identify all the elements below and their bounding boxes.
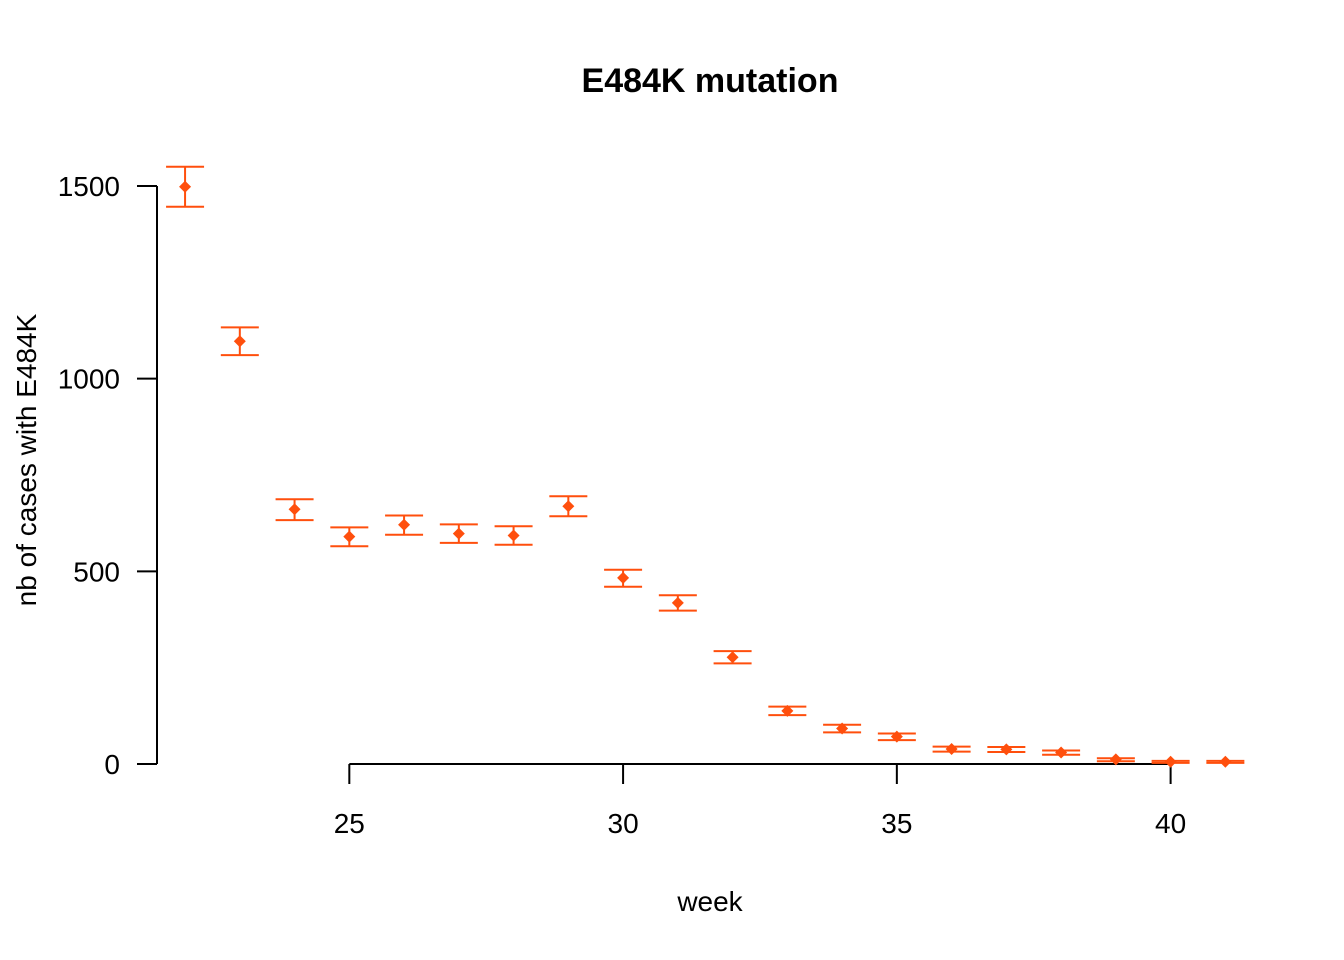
point-marker — [617, 572, 629, 584]
data-point — [823, 723, 861, 735]
y-axis: 0 500 1000 1500 — [58, 171, 157, 780]
point-marker — [727, 651, 739, 663]
data-point — [1152, 756, 1190, 768]
data-point — [604, 570, 642, 587]
data-point — [933, 743, 971, 755]
x-tick-label: 40 — [1155, 808, 1186, 839]
point-marker — [179, 181, 191, 193]
x-tick-label: 35 — [881, 808, 912, 839]
data-point — [1042, 746, 1080, 758]
point-marker — [1165, 756, 1177, 768]
point-marker — [1000, 743, 1012, 755]
y-tick-label: 500 — [73, 556, 120, 587]
point-marker — [508, 529, 520, 541]
point-marker — [453, 528, 465, 540]
chart-title: E484K mutation — [582, 62, 839, 100]
data-point — [330, 527, 368, 546]
x-axis-label: week — [676, 886, 743, 917]
point-marker — [1055, 746, 1067, 758]
x-tick-label: 25 — [334, 808, 365, 839]
data-point — [276, 499, 314, 520]
y-tick-label: 1500 — [58, 171, 120, 202]
y-axis-label: nb of cases with E484K — [11, 313, 42, 606]
point-marker — [398, 519, 410, 531]
data-point — [1206, 756, 1244, 768]
data-point — [768, 705, 806, 717]
data-point — [166, 167, 204, 207]
data-point — [659, 595, 697, 610]
point-marker — [1219, 756, 1231, 768]
data-point — [549, 496, 587, 516]
y-tick-label: 1000 — [58, 364, 120, 395]
data-points — [166, 167, 1244, 768]
data-point — [221, 327, 259, 355]
point-marker — [234, 335, 246, 347]
x-axis: 25 30 35 40 — [334, 764, 1186, 839]
point-marker — [343, 531, 355, 543]
data-point — [878, 731, 916, 743]
point-marker — [946, 743, 958, 755]
data-point — [714, 651, 752, 663]
data-point — [987, 743, 1025, 755]
data-point — [440, 524, 478, 542]
y-tick-label: 0 — [104, 749, 120, 780]
data-point — [385, 515, 423, 534]
data-point — [495, 526, 533, 544]
point-marker — [672, 597, 684, 609]
point-marker — [562, 500, 574, 512]
point-marker — [289, 503, 301, 515]
x-tick-label: 30 — [608, 808, 639, 839]
